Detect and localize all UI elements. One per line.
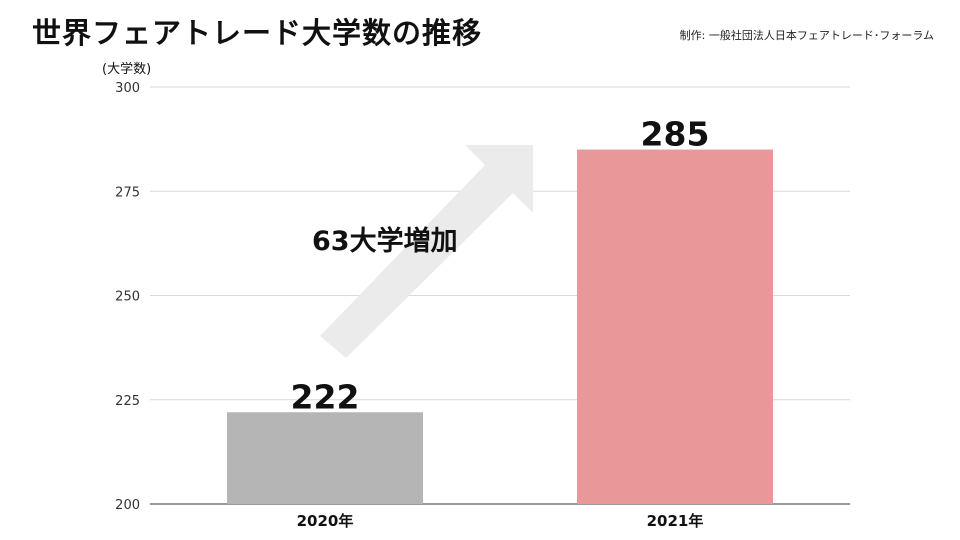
increase-annotation: 63大学増加 xyxy=(312,225,458,257)
y-tick-label: 200 xyxy=(115,498,140,513)
bars xyxy=(227,149,773,505)
x-tick-label: 2021年 xyxy=(647,512,704,530)
y-tick-label: 300 xyxy=(115,81,140,96)
y-tick-label: 275 xyxy=(115,185,140,200)
y-axis-ticks: 200 225 250 275 300 xyxy=(115,81,140,513)
y-axis-label: (大学数) xyxy=(102,61,151,77)
chart-title: 世界フェアトレード大学数の推移 xyxy=(32,16,483,50)
value-label: 285 xyxy=(641,115,710,154)
increase-arrow-shape xyxy=(320,145,533,358)
x-tick-label: 2020年 xyxy=(297,512,354,530)
y-tick-label: 225 xyxy=(115,394,140,409)
credit-text: 制作: 一般社団法人日本フェアトレード･フォーラム xyxy=(679,29,934,42)
x-axis-labels: 2020年 2021年 xyxy=(297,512,704,530)
increase-arrow xyxy=(320,145,533,358)
value-label: 222 xyxy=(291,377,360,416)
bar-1 xyxy=(227,412,423,504)
y-tick-label: 250 xyxy=(115,290,140,305)
value-labels: 222 285 xyxy=(291,115,710,417)
bar-2 xyxy=(577,149,773,505)
